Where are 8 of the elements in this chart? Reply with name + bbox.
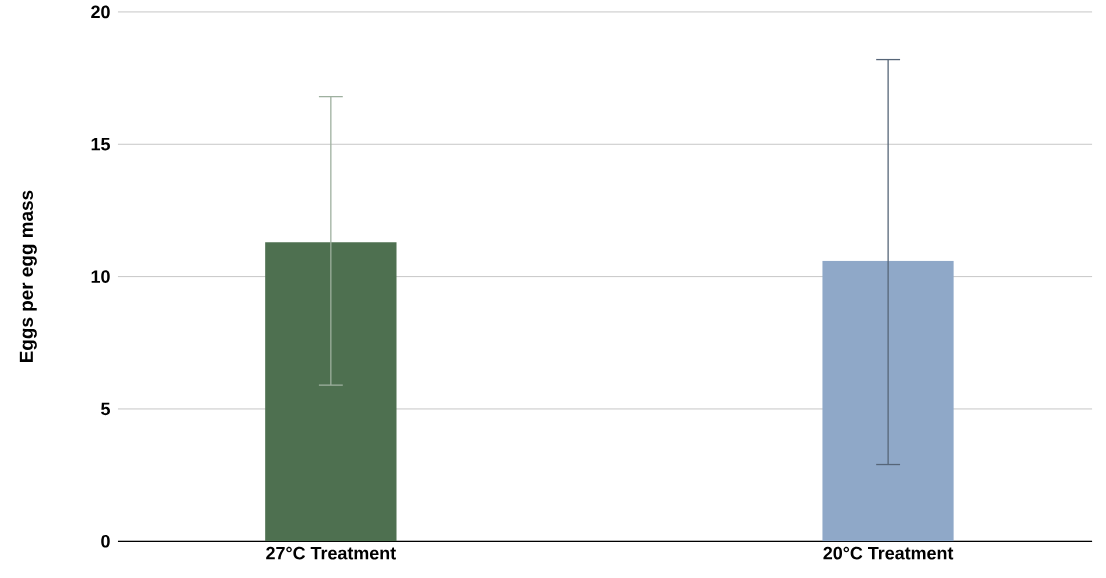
y-tick-label: 0 <box>101 534 110 548</box>
y-tick-label: 10 <box>91 270 110 283</box>
x-tick-label: 20°C Treatment <box>823 546 954 560</box>
y-tick-label: 20 <box>91 5 110 19</box>
y-tick-label: 15 <box>91 137 110 151</box>
y-axis-title: Eggs per egg mass <box>19 190 37 362</box>
y-tick-label: 5 <box>101 402 110 416</box>
x-tick-label: 27°C Treatment <box>266 546 396 560</box>
